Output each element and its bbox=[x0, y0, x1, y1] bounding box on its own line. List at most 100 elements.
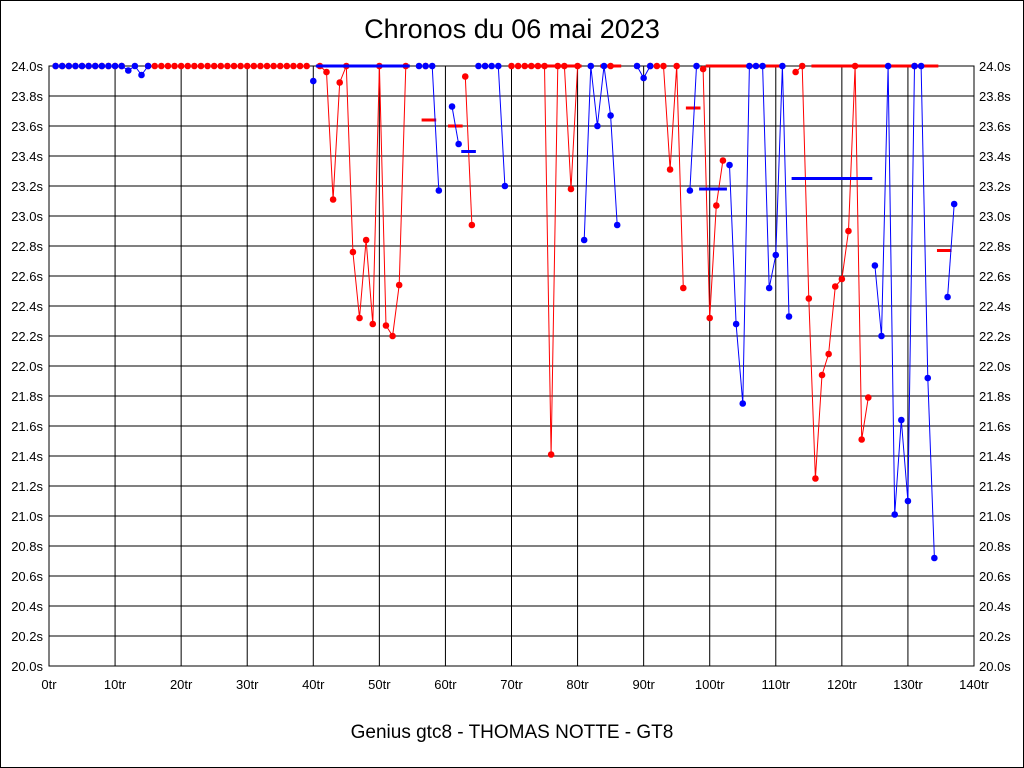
series-red-point bbox=[224, 62, 231, 70]
series-red-point bbox=[184, 62, 192, 70]
y-tick-label-right: 22.8s bbox=[979, 239, 1011, 254]
series-blue-line bbox=[874, 65, 935, 559]
series-red-point bbox=[660, 62, 667, 70]
series-red-point bbox=[679, 284, 687, 292]
series-red-point bbox=[508, 62, 515, 70]
series-red-point bbox=[521, 62, 529, 70]
x-tick-label: 10tr bbox=[104, 677, 127, 692]
series-blue-line bbox=[451, 106, 460, 145]
y-tick-label-left: 21.6s bbox=[11, 419, 43, 434]
series-red-point bbox=[534, 62, 542, 70]
series-red-point bbox=[547, 451, 555, 458]
y-tick-label-right: 23.2s bbox=[979, 179, 1011, 194]
y-tick-label-left: 21.0s bbox=[11, 509, 43, 524]
series-blue-line bbox=[689, 65, 697, 191]
x-tick-label: 30tr bbox=[236, 677, 259, 692]
series-blue-point bbox=[600, 62, 608, 70]
y-tick-label-right: 22.0s bbox=[979, 359, 1011, 374]
series-red-point bbox=[230, 62, 238, 70]
series-red-point bbox=[554, 62, 562, 70]
y-tick-label-right: 20.2s bbox=[979, 629, 1011, 644]
y-tick-label-left: 22.2s bbox=[11, 329, 43, 344]
series-blue-point bbox=[501, 182, 509, 190]
series-red-point bbox=[812, 475, 819, 482]
series-blue-point bbox=[884, 62, 892, 70]
series-blue-point bbox=[732, 320, 740, 328]
series-red-point bbox=[468, 221, 476, 229]
series-blue-point bbox=[739, 400, 747, 407]
series-red-point bbox=[858, 436, 865, 443]
series-blue-point bbox=[765, 284, 773, 292]
y-tick-label-right: 20.8s bbox=[979, 539, 1011, 554]
series-blue-point bbox=[481, 62, 489, 70]
series-red-point bbox=[825, 350, 832, 358]
series-red-point bbox=[151, 62, 159, 70]
series-blue-point bbox=[779, 62, 786, 70]
series-red-point bbox=[283, 62, 291, 70]
series-blue-point bbox=[950, 200, 958, 208]
series-blue-point bbox=[607, 112, 614, 119]
y-tick-label-right: 22.2s bbox=[979, 329, 1011, 344]
series-red-point bbox=[250, 62, 258, 70]
y-tick-label-right: 21.6s bbox=[979, 419, 1011, 434]
series-blue-point bbox=[917, 62, 925, 70]
x-tick-label: 90tr bbox=[632, 677, 655, 692]
series-red-point bbox=[164, 62, 172, 70]
y-tick-label-left: 20.2s bbox=[11, 629, 43, 644]
series-red-point bbox=[296, 62, 304, 70]
series-red-point bbox=[356, 314, 363, 322]
y-tick-label-right: 20.6s bbox=[979, 569, 1011, 584]
y-tick-label-right: 24.0s bbox=[979, 59, 1011, 74]
series-red-point bbox=[382, 322, 390, 329]
series-red-point bbox=[323, 68, 330, 76]
series-blue-point bbox=[118, 62, 125, 70]
x-tick-label: 50tr bbox=[368, 677, 391, 692]
series-blue-point bbox=[85, 62, 92, 70]
series-red-point bbox=[197, 62, 205, 70]
series-red-point bbox=[699, 65, 707, 73]
series-blue-point bbox=[65, 62, 73, 70]
series-blue-point bbox=[640, 74, 647, 82]
y-tick-label-left: 23.6s bbox=[11, 119, 43, 134]
series-blue-point bbox=[58, 62, 66, 70]
series-red-line bbox=[702, 68, 724, 319]
series-blue-point bbox=[580, 236, 588, 244]
x-tick-label: 140tr bbox=[959, 677, 989, 692]
series-blue-point bbox=[878, 332, 885, 340]
series-red-point bbox=[290, 62, 297, 70]
series-blue-point bbox=[488, 62, 495, 70]
series-red-point bbox=[329, 196, 337, 203]
series-red-point bbox=[461, 73, 469, 80]
series-red-point bbox=[673, 62, 680, 70]
series-blue-point bbox=[693, 62, 700, 70]
y-tick-label-left: 22.6s bbox=[11, 269, 43, 284]
series-red-point bbox=[303, 62, 310, 70]
y-tick-label-right: 23.6s bbox=[979, 119, 1011, 134]
series-red-point bbox=[574, 62, 581, 70]
y-tick-label-left: 23.8s bbox=[11, 89, 43, 104]
x-tick-label: 80tr bbox=[566, 677, 589, 692]
y-tick-label-right: 22.6s bbox=[979, 269, 1011, 284]
y-tick-label-right: 20.4s bbox=[979, 599, 1011, 614]
series-red-point bbox=[798, 62, 806, 70]
series-red-point bbox=[171, 62, 178, 70]
series-blue-point bbox=[686, 187, 694, 194]
series-blue-point bbox=[52, 62, 59, 70]
series-red-point bbox=[851, 62, 859, 70]
series-red-point bbox=[177, 62, 185, 70]
series-red-point bbox=[838, 275, 846, 283]
series-blue-point bbox=[759, 62, 766, 70]
y-tick-label-right: 23.0s bbox=[979, 209, 1011, 224]
x-tick-label: 0tr bbox=[41, 677, 57, 692]
y-tick-label-right: 23.4s bbox=[979, 149, 1011, 164]
series-red-point bbox=[369, 320, 377, 328]
x-tick-label: 40tr bbox=[302, 677, 325, 692]
series-blue-point bbox=[871, 262, 879, 269]
series-red-point bbox=[210, 62, 218, 70]
series-red-point bbox=[276, 62, 284, 70]
series-blue-point bbox=[72, 62, 79, 70]
series-red-point bbox=[217, 62, 225, 70]
series-red-point bbox=[336, 79, 344, 86]
series-red-point bbox=[389, 332, 396, 340]
series-red-point bbox=[792, 68, 799, 76]
